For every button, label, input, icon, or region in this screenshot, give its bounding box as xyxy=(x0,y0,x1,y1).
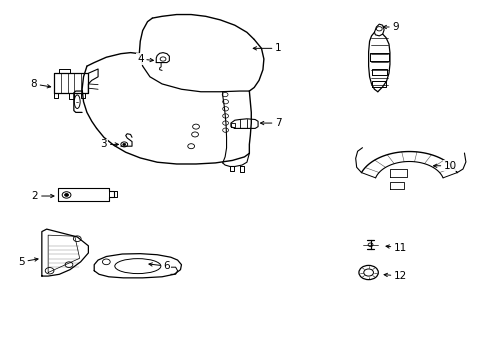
Text: 6: 6 xyxy=(149,261,170,271)
Circle shape xyxy=(122,143,125,145)
Text: 4: 4 xyxy=(137,54,153,64)
Text: 11: 11 xyxy=(385,243,407,253)
Text: 5: 5 xyxy=(18,257,38,267)
Text: 2: 2 xyxy=(32,191,54,201)
Text: 7: 7 xyxy=(260,118,281,128)
Text: 10: 10 xyxy=(433,161,456,171)
Circle shape xyxy=(64,194,68,196)
Text: 3: 3 xyxy=(101,139,118,149)
Text: 9: 9 xyxy=(383,22,398,32)
Text: 8: 8 xyxy=(30,79,51,89)
Text: 1: 1 xyxy=(253,43,281,53)
Text: 12: 12 xyxy=(383,271,407,281)
